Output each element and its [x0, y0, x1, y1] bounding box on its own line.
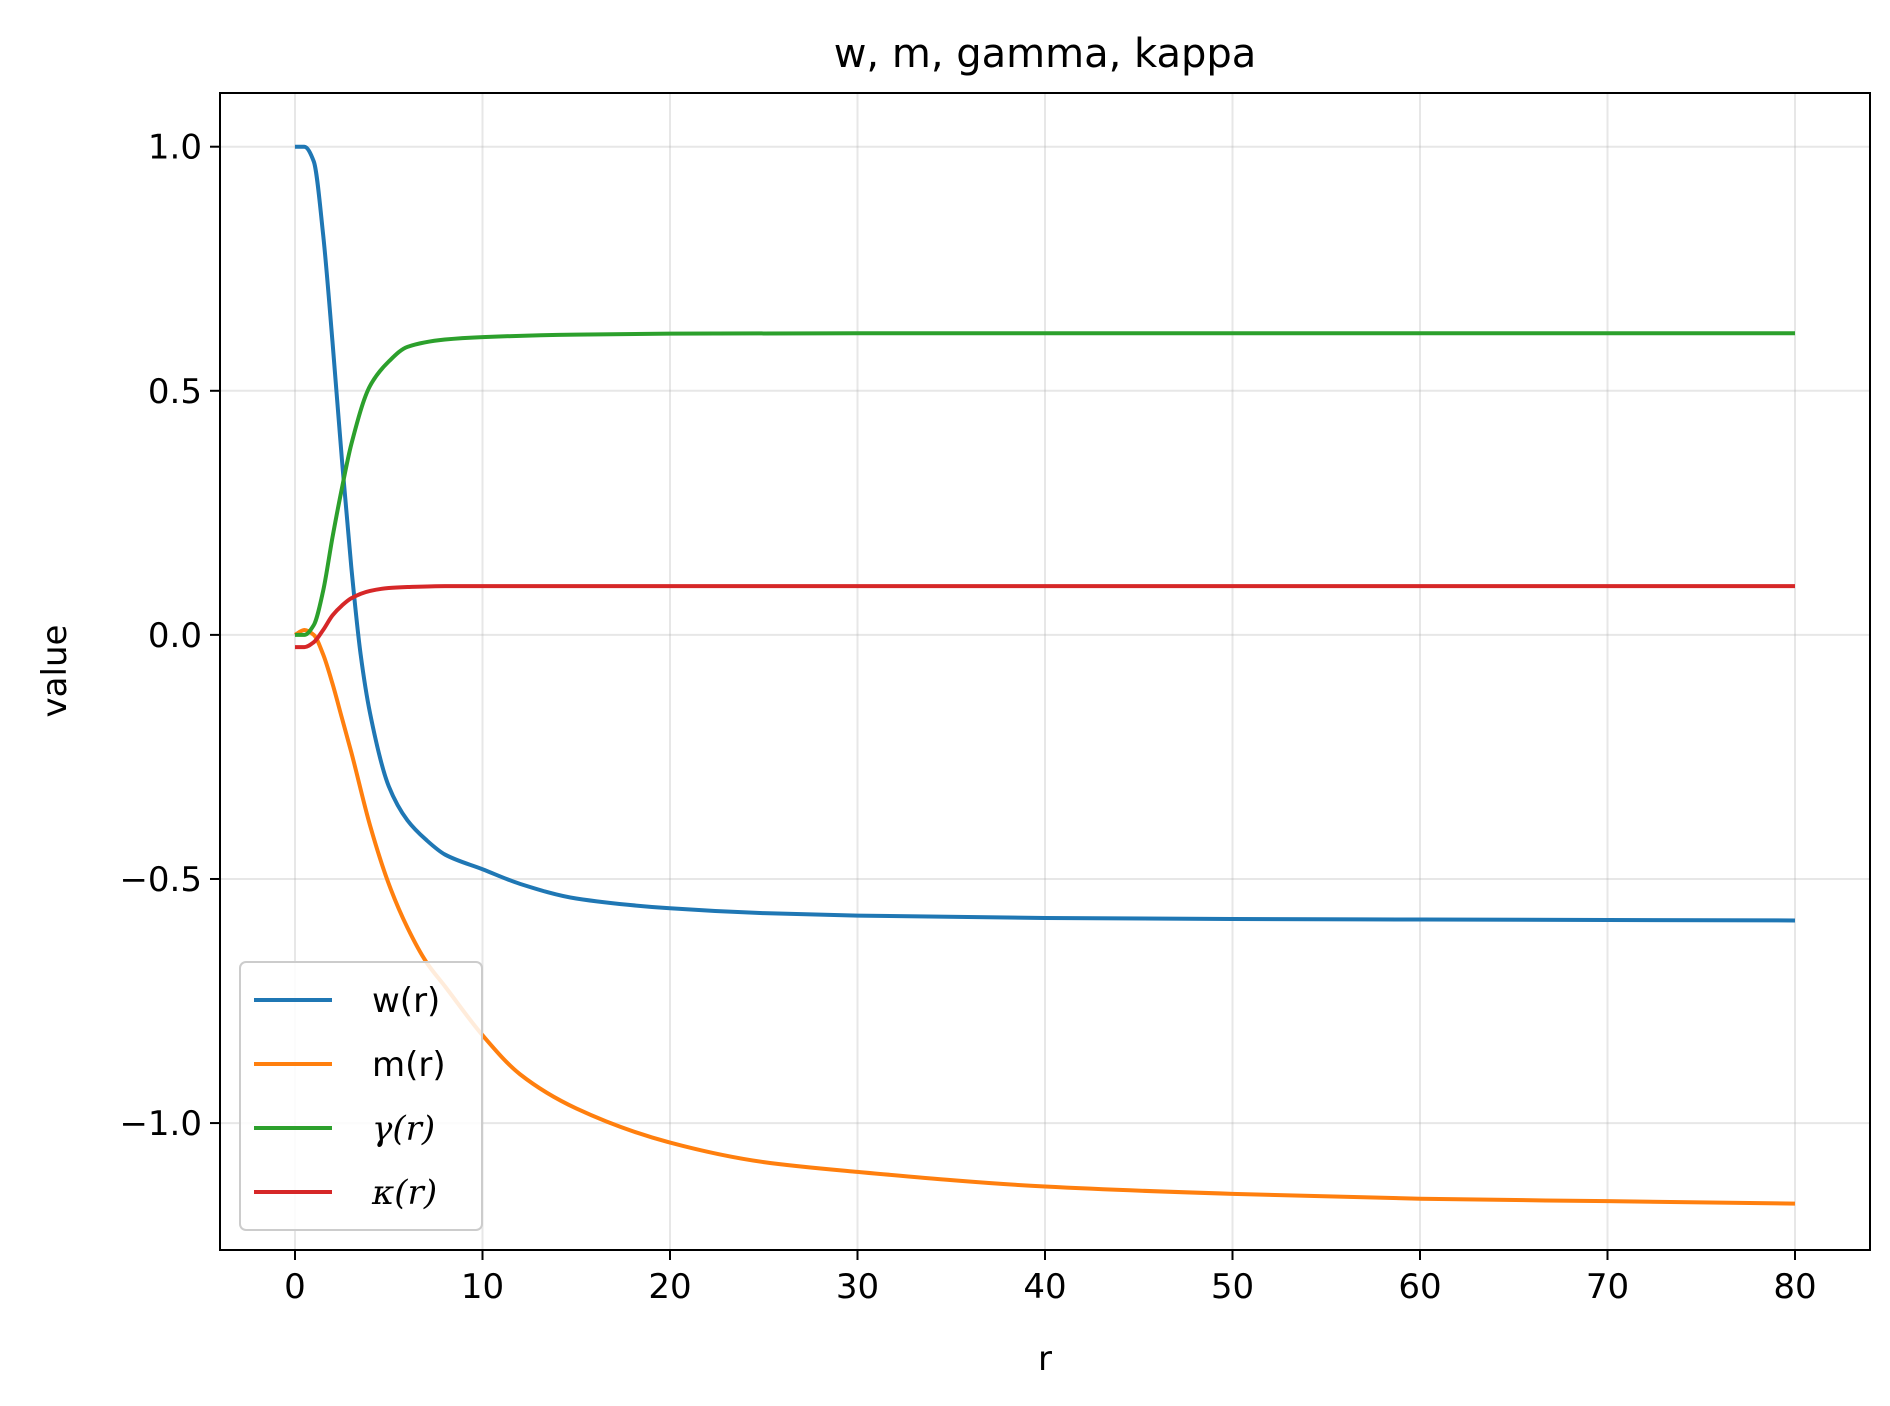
x-tick-label: 60: [1398, 1267, 1441, 1307]
y-tick-label: 1.0: [148, 128, 202, 168]
x-tick-label: 80: [1773, 1267, 1816, 1307]
legend: w(r) m(r) γ(r) κ(r): [239, 961, 483, 1231]
y-axis-label: value: [35, 625, 75, 718]
y-tick-label: 0.0: [148, 616, 202, 656]
x-tick-label: 50: [1211, 1267, 1254, 1307]
legend-label-4: κ(r): [371, 1173, 437, 1213]
x-tick-label: 70: [1586, 1267, 1629, 1307]
x-tick-label: 20: [648, 1267, 691, 1307]
series-line-3: [294, 331, 1795, 637]
x-tick-label: 0: [284, 1267, 306, 1307]
y-tick-label: −1.0: [119, 1104, 202, 1144]
series-layer: [294, 144, 1796, 1206]
series-line-1: [295, 144, 1796, 923]
legend-label-2: m(r): [372, 1045, 446, 1085]
legend-label-3: γ(r): [372, 1109, 435, 1149]
x-axis-label: r: [1038, 1339, 1052, 1379]
y-axis: 1.0 0.5 0.0 −0.5 −1.0: [119, 128, 220, 1144]
legend-box: [239, 961, 483, 1231]
series-line-2: [294, 628, 1796, 1206]
x-tick-label: 30: [836, 1267, 879, 1307]
legend-label-1: w(r): [372, 981, 440, 1021]
y-tick-label: −0.5: [119, 860, 202, 900]
x-axis: 0 10 20 30 40 50 60 70 80: [284, 1250, 1817, 1307]
chart-title: w, m, gamma, kappa: [834, 31, 1257, 77]
y-tick-label: 0.5: [148, 372, 202, 412]
x-tick-label: 10: [461, 1267, 504, 1307]
series-line-4: [294, 584, 1795, 650]
grid: [220, 93, 1870, 1250]
x-tick-label: 40: [1023, 1267, 1066, 1307]
